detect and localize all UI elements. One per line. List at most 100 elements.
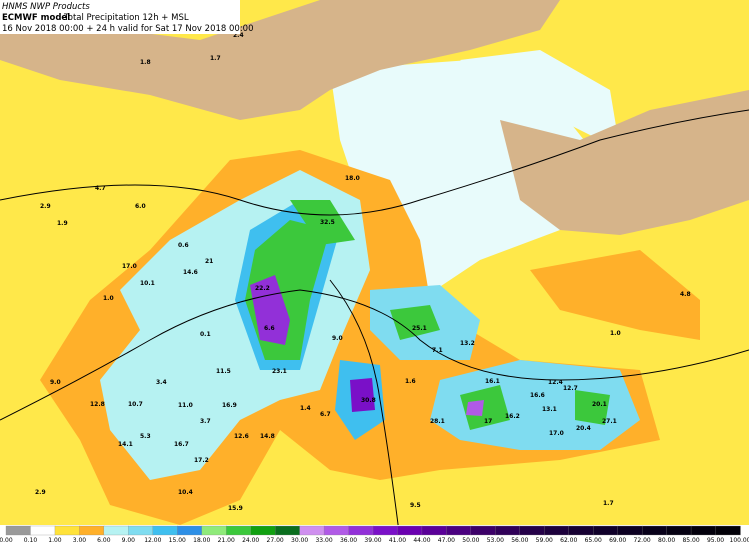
colorbar-label: 56.00 [511, 537, 528, 544]
colorbar-swatch [54, 525, 81, 536]
colorbar-label: 100.00 [730, 537, 749, 544]
map-label: 32.5 [320, 219, 335, 226]
map-label: 27.1 [602, 418, 617, 425]
colorbar-swatch [152, 525, 178, 536]
colorbar-swatch [715, 525, 741, 536]
colorbar-swatch [495, 525, 521, 536]
map-label: 3.7 [200, 418, 211, 425]
colorbar-label: 24.00 [242, 537, 259, 544]
map-label: 13.1 [542, 406, 557, 413]
map-label: 1.8 [140, 59, 151, 66]
map-label: 12.8 [90, 401, 105, 408]
colorbar-swatch [348, 525, 374, 536]
map-label: 22.2 [255, 285, 270, 292]
map-label: 16.6 [530, 392, 545, 399]
map-label: 15.9 [228, 505, 243, 512]
colorbar: 0.00 0.10 1.00 3.00 6.00 9.00 12.00 15.00 18.00 2… [0, 525, 749, 544]
map-label: 14.1 [118, 441, 133, 448]
precip-area [530, 250, 700, 340]
map-label: 17.0 [549, 430, 564, 437]
colorbar-label: 50.00 [462, 537, 479, 544]
map-label: 1.7 [210, 55, 221, 62]
colorbar-swatch [30, 525, 56, 536]
header-line: Total Precipitation 12h + MSL [63, 13, 189, 23]
map-label: 17.0 [122, 263, 137, 270]
map-label: 4.8 [680, 291, 691, 298]
map-label: 1.9 [57, 220, 68, 227]
isobar [0, 289, 749, 421]
colorbar-label: 69.00 [609, 537, 626, 544]
colorbar-swatch [177, 525, 203, 536]
map-label: 17.2 [194, 457, 209, 464]
colorbar-swatch [641, 525, 668, 536]
map-label: 14.6 [183, 269, 198, 276]
map-label: 23.1 [272, 368, 287, 375]
colorbar-swatch [568, 525, 594, 536]
colorbar-label: 47.00 [438, 537, 455, 544]
colorbar-label: 44.00 [413, 537, 430, 544]
map-label: 10.1 [140, 280, 155, 287]
colorbar-swatch [617, 525, 643, 536]
map-label: 4.7 [95, 185, 106, 192]
colorbar-label: 59.00 [536, 537, 553, 544]
map-label: 2.9 [40, 203, 51, 210]
map-label: 18.0 [345, 175, 360, 182]
colorbar-swatch [421, 525, 448, 536]
colorbar-label: 85.00 [682, 537, 699, 544]
map-label: 16.1 [485, 378, 500, 385]
precip-area [466, 400, 484, 416]
map-label: 0.6 [178, 242, 189, 249]
map-label: 1.0 [610, 330, 621, 337]
colorbar-label: 18.00 [193, 537, 210, 544]
map-label: 9.0 [50, 379, 61, 386]
colorbar-label: 41.00 [389, 537, 406, 544]
map-label: 2.9 [35, 489, 46, 496]
colorbar-swatch [593, 525, 619, 536]
precip-area [460, 385, 510, 430]
colorbar-swatch [5, 525, 32, 536]
map-label: 1.6 [405, 378, 416, 385]
colorbar-swatch [299, 525, 325, 536]
map-label: 2.4 [233, 32, 244, 39]
colorbar-label: 21.00 [218, 537, 235, 544]
precip-area [430, 360, 640, 450]
isobar [0, 109, 749, 216]
land [500, 90, 749, 235]
colorbar-label: 62.00 [560, 537, 577, 544]
map-label: 12.6 [234, 433, 249, 440]
header-line: ECMWF model [2, 13, 70, 23]
map-label: 10.7 [128, 401, 143, 408]
colorbar-label: 1.00 [48, 537, 62, 544]
colorbar-label: 72.00 [634, 537, 651, 544]
colorbar-label: 0.00 [0, 537, 13, 544]
map-label: 6.6 [264, 325, 275, 332]
colorbar-swatch [250, 525, 276, 536]
map-label: 16.7 [174, 441, 189, 448]
map-label: 11.0 [178, 402, 193, 409]
colorbar-swatch [201, 525, 227, 536]
colorbar-label: 0.10 [24, 537, 38, 544]
map-label: 7.1 [432, 347, 443, 354]
precip-area [575, 390, 610, 425]
colorbar-swatch [103, 525, 129, 536]
map-label: 28.1 [430, 418, 445, 425]
colorbar-swatch [79, 525, 105, 536]
map-label: 0.1 [200, 331, 211, 338]
colorbar-label: 65.00 [585, 537, 602, 544]
map-label: 3.4 [156, 379, 167, 386]
colorbar-label: 27.00 [267, 537, 284, 544]
map-label: 20.1 [592, 401, 607, 408]
map-label: 12.4 [548, 379, 563, 386]
isobar [329, 279, 401, 541]
colorbar-swatch [323, 525, 350, 536]
colorbar-swatch [544, 525, 570, 536]
colorbar-label: 30.00 [291, 537, 308, 544]
map-label: 12.7 [563, 385, 578, 392]
map-labels: 1.8 4.7 2.9 1.9 6.0 0.6 14.6 21 17.0 10.1 1.0 0.1 11… [35, 32, 691, 512]
land [0, 0, 560, 120]
map-label: 16.2 [505, 413, 520, 420]
colorbar-label: 12.00 [144, 537, 161, 544]
map-label: 1.7 [603, 500, 614, 507]
header-line: HNMS NWP Products [2, 2, 90, 12]
